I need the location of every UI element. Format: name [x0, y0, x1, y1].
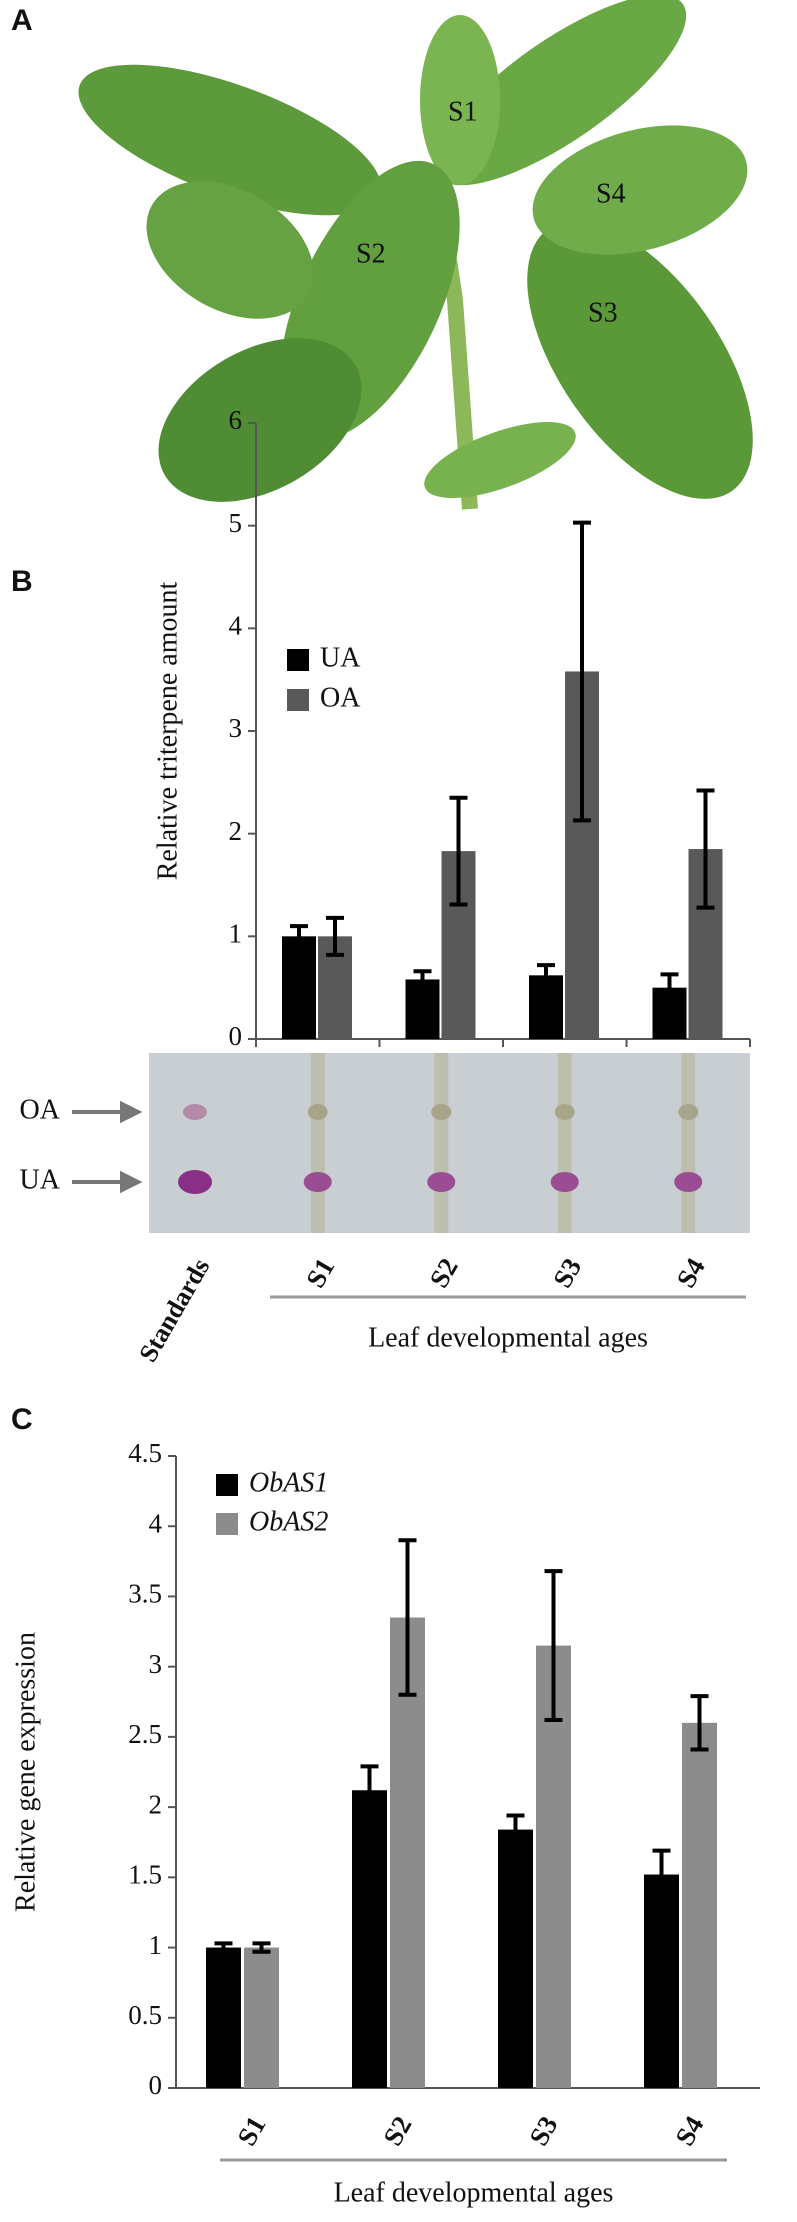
legend-swatch [216, 1513, 238, 1535]
tlc-plate [149, 1053, 750, 1233]
tlc-spot [550, 1172, 579, 1192]
x-axis-label: Leaf developmental ages [334, 2177, 614, 2208]
error-bar [506, 1813, 525, 1846]
x-tick-label: S3 [547, 1253, 587, 1293]
error-bar [690, 1694, 709, 1752]
x-tick-label: S3 [523, 2111, 563, 2151]
tlc-spot [307, 1104, 328, 1120]
y-tick-label: 1 [229, 919, 243, 949]
standards-label: Standards [133, 1253, 215, 1366]
leaf-label: S2 [356, 238, 386, 269]
y-tick-label: 0.5 [128, 2000, 162, 2030]
error-bar [360, 1764, 379, 1817]
error-bar [252, 1941, 271, 1954]
leaf-label: S1 [448, 96, 478, 127]
x-tick-label: S2 [377, 2111, 417, 2151]
error-bar [573, 520, 591, 823]
y-tick-label: 3 [229, 713, 243, 743]
tlc-spot [178, 1170, 212, 1194]
error-bar [290, 924, 308, 949]
legend-swatch [287, 689, 309, 711]
tlc-lane [434, 1053, 449, 1233]
error-bar [660, 972, 679, 1004]
panel-label: C [11, 1403, 33, 1436]
bar [644, 1874, 679, 2088]
bar [282, 936, 316, 1039]
y-tick-label: 6 [229, 405, 243, 435]
bar [244, 1947, 279, 2088]
y-tick-label: 2 [149, 1789, 163, 1819]
y-tick-label: 3.5 [128, 1579, 162, 1609]
panel-label: A [11, 4, 33, 37]
error-bar [544, 1569, 563, 1723]
y-tick-label: 1 [149, 1930, 163, 1960]
y-tick-label: 4 [149, 1508, 163, 1538]
x-tick-label: S4 [669, 2111, 709, 2151]
x-axis-label: Leaf developmental ages [368, 1322, 648, 1353]
legend-label: UA [320, 642, 361, 673]
tlc-spot [674, 1172, 703, 1192]
panel-label: B [11, 565, 33, 598]
error-bar [214, 1941, 233, 1954]
bar [206, 1947, 241, 2088]
legend-label: ObAS1 [249, 1467, 328, 1498]
error-bar [537, 963, 555, 988]
error-bar [652, 1848, 671, 1901]
spot-label: UA [20, 1164, 61, 1195]
bar [682, 1722, 717, 2088]
bar [352, 1790, 387, 2088]
y-axis-label: Relative triterpene amount [152, 582, 183, 881]
leaf-label: S3 [588, 297, 618, 328]
legend-label: ObAS2 [249, 1506, 328, 1537]
x-tick-label: S1 [231, 2111, 271, 2151]
arrows [72, 1100, 143, 1194]
error-bar [413, 969, 432, 990]
bar [498, 1829, 533, 2088]
y-tick-label: 5 [229, 508, 243, 538]
y-tick-label: 2 [229, 816, 243, 846]
spot-label: OA [20, 1094, 61, 1125]
y-tick-label: 3 [149, 1649, 163, 1679]
y-tick-label: 4.5 [128, 1438, 162, 1468]
tlc-spot [427, 1172, 456, 1192]
tlc-lane [557, 1053, 572, 1233]
tlc-spot [183, 1104, 207, 1120]
y-tick-label: 1.5 [128, 1860, 162, 1890]
y-tick-label: 2.5 [128, 1719, 162, 1749]
x-tick-label: S4 [671, 1253, 711, 1293]
legend-swatch [287, 649, 309, 671]
x-tick-label: S1 [300, 1253, 340, 1293]
tlc-spot [431, 1104, 452, 1120]
error-bar [326, 915, 344, 957]
y-tick-label: 4 [229, 611, 243, 641]
y-axis-label: Relative gene expression [10, 1632, 41, 1912]
tlc-lane [681, 1053, 696, 1233]
legend-swatch [216, 1474, 238, 1496]
leaf-label: S4 [596, 178, 626, 209]
y-tick-label: 0 [149, 2070, 163, 2100]
y-tick-label: 0 [229, 1021, 243, 1051]
tlc-spot [678, 1104, 699, 1120]
legend-label: OA [320, 682, 361, 713]
tlc-lane [310, 1053, 325, 1233]
tlc-spot [554, 1104, 575, 1120]
x-tick-label: S2 [424, 1253, 464, 1293]
leaf-photo [78, 0, 753, 510]
error-bar [398, 1538, 417, 1697]
error-bar [449, 795, 468, 907]
tlc-spot [303, 1172, 332, 1192]
error-bar [696, 788, 715, 910]
